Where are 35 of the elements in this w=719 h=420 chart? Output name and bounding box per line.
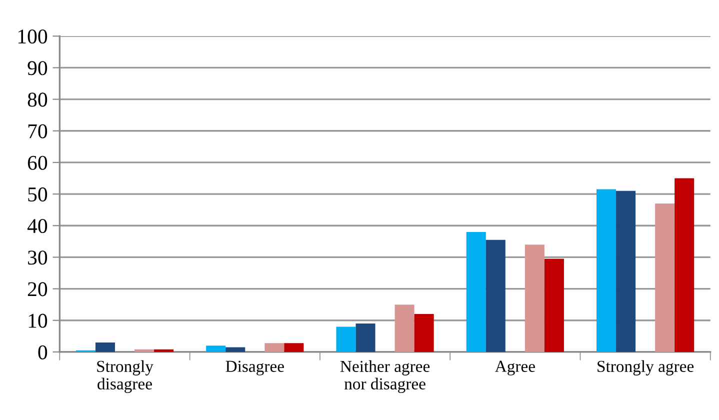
bar [524,244,544,352]
y-tick-label: 90 [28,61,48,76]
x-tick-label: Strongly disagree [97,360,154,393]
bar [414,314,434,352]
x-tick-label: Disagree [226,360,284,376]
y-tick-label: 40 [27,219,48,234]
bar [154,349,174,352]
bar [394,304,414,352]
y-tick-label: 0 [38,345,48,360]
bar [486,240,506,352]
bar [284,343,304,352]
bar [264,343,284,352]
y-tick-label: 50 [28,187,48,202]
bar [206,346,226,352]
bar [655,204,675,352]
y-tick-label: 70 [28,124,48,138]
y-tick-label: 30 [28,250,48,265]
x-tick-label: Strongly agree [598,360,694,376]
y-tick-label: 20 [28,282,48,296]
bar [226,347,246,352]
y-tick-label: 80 [28,92,48,107]
bar [544,258,564,352]
y-tick-label: 100 [18,29,48,44]
bar [336,326,356,352]
y-tick-label: 60 [28,156,48,170]
bar [95,342,115,352]
x-tick-label: Neither agree nor disagree [340,360,430,393]
bar [596,189,616,352]
x-tick-label: Agree [494,360,535,376]
y-tick-label: 10 [28,314,48,328]
bar [466,232,486,352]
bar [674,178,694,352]
bar [134,349,154,352]
bar [356,324,376,352]
bar [616,190,636,352]
